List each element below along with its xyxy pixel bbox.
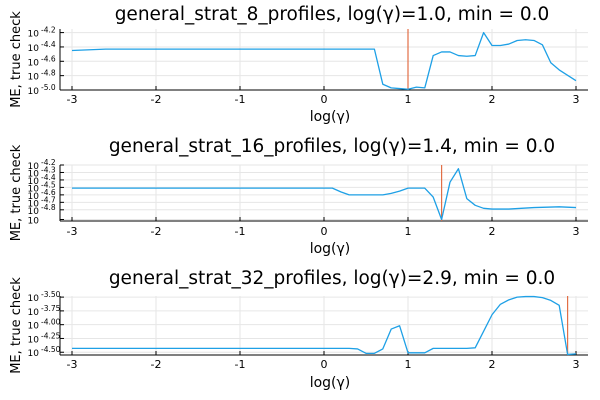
y-tick-label: 10 (28, 322, 40, 332)
chart-title: general_strat_8_profiles, log(γ)=1.0, mi… (115, 4, 550, 25)
x-tick-label: 0 (321, 93, 328, 106)
chart-title: general_strat_16_profiles, log(γ)=1.4, m… (109, 136, 555, 157)
y-tick-label: 10 (28, 30, 40, 40)
chart-title: general_strat_32_profiles, log(γ)=2.9, m… (109, 268, 555, 289)
y-tick-exponent: -4.7 (41, 195, 56, 204)
x-tick-label: 2 (489, 358, 496, 371)
y-tick-exponent: -4.00 (41, 318, 61, 327)
y-tick-label: 10 (28, 192, 40, 202)
x-tick-label: 0 (321, 225, 328, 238)
chart-panel-1: -3 -2 -1 0 1 2 310 -4.210 -4.410 -4.610 -4.810 -5.0… (9, 4, 588, 125)
x-tick-label: -3 (67, 358, 78, 371)
y-tick-label: 10 (28, 199, 40, 209)
x-tick-label: -2 (151, 225, 162, 238)
x-axis-label: log(γ) (310, 241, 351, 257)
x-tick-label: 3 (573, 358, 580, 371)
x-tick-label: -2 (151, 358, 162, 371)
x-tick-label: -3 (67, 225, 78, 238)
y-tick-exponent: -3.75 (41, 304, 61, 313)
x-tick-label: 3 (573, 93, 580, 106)
y-tick-label: 10 (28, 87, 40, 97)
x-tick-label: -1 (235, 93, 246, 106)
x-tick-label: 3 (573, 225, 580, 238)
y-tick-label: 10 (28, 44, 40, 54)
y-tick-exponent: -5.0 (41, 83, 56, 92)
y-tick-exponent: -4.3 (41, 165, 56, 174)
y-tick-exponent: -4.2 (41, 158, 56, 167)
x-tick-label: 1 (405, 358, 412, 371)
y-tick-exponent: -4.4 (41, 173, 56, 182)
x-tick-label: 1 (405, 93, 412, 106)
series-line-me (72, 168, 577, 221)
y-tick-label: 10 (28, 349, 40, 359)
x-tick-label: -2 (151, 93, 162, 106)
x-tick-label: 0 (321, 358, 328, 371)
y-tick-label: 10 (28, 73, 40, 83)
y-axis-label: ME, true check (9, 11, 24, 108)
y-tick-exponent: -4.4 (41, 40, 56, 49)
y-tick-label: 10 (28, 217, 40, 227)
x-tick-label: -1 (235, 358, 246, 371)
chart-panel-2: -3 -2 -1 0 1 2 310 -4.210 -4.310 -4.410 -4.510 -4.6… (9, 136, 588, 257)
y-axis-label: ME, true check (9, 277, 24, 374)
y-tick-label: 10 (28, 177, 40, 187)
y-tick-exponent: -4.5 (41, 180, 56, 189)
x-tick-label: 2 (489, 93, 496, 106)
y-tick-exponent: -3.50 (41, 290, 61, 299)
y-tick-label: 10 (28, 294, 40, 304)
y-tick-exponent: -4.8 (41, 203, 56, 212)
series-line-me (72, 295, 577, 356)
x-tick-label: -3 (67, 93, 78, 106)
x-tick-label: 1 (405, 225, 412, 238)
y-tick-exponent: -4.6 (41, 54, 56, 63)
y-axis-label: ME, true check (9, 144, 24, 241)
x-tick-label: 2 (489, 225, 496, 238)
y-tick-label: 10 (28, 169, 40, 179)
y-tick-exponent: -4.2 (41, 26, 56, 35)
y-tick-exponent: -4.6 (41, 188, 56, 197)
series-line-me (71, 31, 577, 90)
y-tick-exponent: -4.50 (41, 345, 61, 354)
y-tick-exponent: -4.25 (41, 331, 61, 340)
y-tick-label: 10 (28, 207, 40, 217)
x-tick-label: -1 (235, 225, 246, 238)
y-tick-label: 10 (28, 308, 40, 318)
y-tick-label: 10 (28, 162, 40, 172)
y-tick-label: 10 (28, 58, 40, 68)
y-tick-exponent: -4.8 (41, 69, 56, 78)
x-axis-label: log(γ) (310, 109, 351, 125)
x-axis-label: log(γ) (310, 375, 351, 391)
y-tick-label: 10 (28, 335, 40, 345)
y-tick-label: 10 (28, 184, 40, 194)
